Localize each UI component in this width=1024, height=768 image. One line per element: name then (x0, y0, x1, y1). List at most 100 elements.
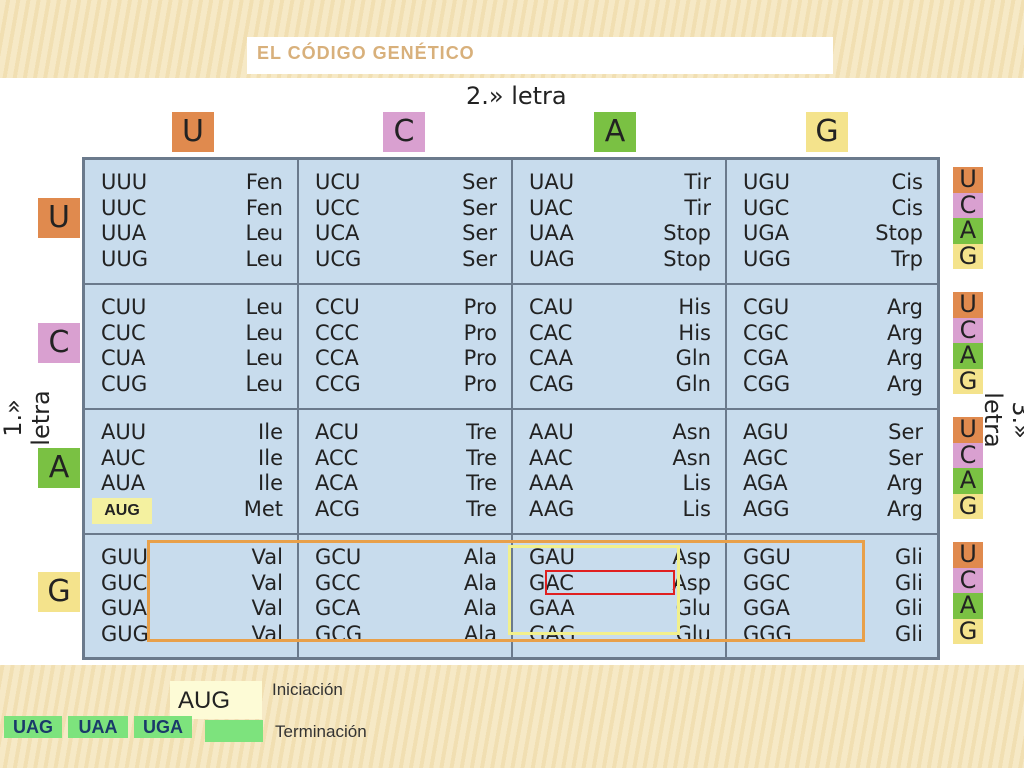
codon-row: UUC Fen (101, 196, 283, 222)
col-header-g: G (806, 112, 848, 152)
codon: ACU (315, 420, 360, 444)
amino-acid: Lis (682, 471, 711, 495)
ga-cell-highlight (508, 545, 680, 635)
amino-acid: Tre (466, 471, 497, 495)
codon: CAG (529, 371, 574, 396)
third-g: G (953, 618, 983, 644)
codon: UGU (743, 170, 791, 194)
codon-cell: GGU Gli GGC Gli GGA Gli GGG Gli (727, 535, 937, 657)
codon: AAA (529, 471, 574, 495)
codon-row: CCC Pro (315, 321, 497, 347)
amino-acid: Stop (663, 221, 711, 245)
codon-cell: CGU Arg CGC Arg CGA Arg CGG Arg (727, 285, 937, 410)
amino-acid: Ile (258, 445, 283, 470)
amino-acid: Arg (887, 295, 923, 319)
amino-acid: Gln (675, 346, 711, 370)
amino-acid: Cis (891, 170, 923, 194)
amino-acid: Arg (887, 371, 923, 396)
codon: GAA (529, 596, 575, 620)
codon-row: UUG Leu (101, 247, 283, 273)
codon: CUC (101, 320, 146, 345)
amino-acid: Asn (672, 420, 711, 444)
codon: CCC (315, 320, 359, 345)
codon: UAU (529, 170, 575, 194)
codon-row: CGA Arg (743, 346, 923, 372)
codon-row: AGC Ser (743, 446, 923, 472)
stop-codon-uaa: UAA (68, 716, 128, 738)
amino-acid: Pro (463, 346, 497, 370)
amino-acid: Arg (887, 320, 923, 345)
amino-acid: Stop (663, 246, 711, 271)
stop-codon-uag: UAG (4, 716, 62, 738)
amino-acid: Ala (463, 545, 497, 569)
third-u: U (953, 541, 983, 568)
codon: CAC (529, 320, 573, 345)
codon-row: AAG Lis (529, 497, 711, 523)
amino-acid: Ile (258, 471, 283, 495)
codon-row: CUA Leu (101, 346, 283, 372)
codon: AGU (743, 420, 789, 444)
third-u: U (953, 291, 983, 318)
amino-acid: His (678, 320, 711, 345)
codon: AUC (101, 445, 146, 470)
codon-row: UAG Stop (529, 247, 711, 273)
codon-cell: UCU Ser UCC Ser UCA Ser UCG Ser (299, 160, 513, 285)
col-header-a: A (594, 112, 636, 152)
codon: GGU (743, 545, 791, 569)
codon: UCA (315, 221, 360, 245)
codon-row: GGA Gli (743, 596, 923, 622)
amino-acid: Tre (466, 445, 497, 470)
codon: UCG (315, 246, 362, 271)
codon-row: AUU Ile (101, 420, 283, 446)
third-letter-stack: U C A G (953, 291, 983, 394)
codon-row: ACC Tre (315, 446, 497, 472)
codon-cell: UGU Cis UGC Cis UGA Stop UGG Trp (727, 160, 937, 285)
codon-row: UCC Ser (315, 196, 497, 222)
codon: UGG (743, 246, 791, 271)
codon-row: GGC Gli (743, 571, 923, 597)
amino-acid: Glu (675, 596, 711, 620)
amino-acid: Pro (463, 371, 497, 396)
third-g: G (953, 368, 983, 394)
codon-row: CCA Pro (315, 346, 497, 372)
third-c: C (953, 442, 983, 468)
codon: GAC (529, 570, 574, 595)
codon-row: UUU Fen (101, 170, 283, 196)
codon: GCC (315, 570, 361, 595)
first-letter-label: 1.» letra (0, 390, 55, 446)
amino-acid: Tre (466, 420, 497, 444)
codon-row: AGA Arg (743, 471, 923, 497)
codon: AGC (743, 445, 788, 470)
codon-row: GGU Gli (743, 545, 923, 571)
amino-acid: Leu (245, 371, 283, 396)
codon-row: GUC Val (101, 571, 283, 597)
codon: UAA (529, 221, 574, 245)
codon: CGA (743, 346, 789, 370)
codon: AUA (101, 471, 146, 495)
codon-cell: CUU Leu CUC Leu CUA Leu CUG Leu (85, 285, 299, 410)
amino-acid: Gln (675, 371, 711, 396)
codon: UAC (529, 195, 574, 220)
amino-acid: Val (251, 596, 283, 620)
amino-acid: Gli (895, 596, 923, 620)
codon-row: UGA Stop (743, 221, 923, 247)
codon-cell: AUU Ile AUC Ile AUA Ile Met (85, 410, 299, 535)
amino-acid: Leu (245, 246, 283, 271)
codon-row: UGG Trp (743, 247, 923, 273)
amino-acid: Val (251, 545, 283, 569)
codon: GCU (315, 545, 362, 569)
codon: GUC (101, 570, 148, 595)
amino-acid: Fen (245, 195, 283, 220)
third-letter-stack: U C A G (953, 166, 983, 269)
col-header-c: C (383, 112, 425, 152)
row-header-u: U (38, 198, 80, 238)
codon: UUU (101, 170, 148, 194)
amino-acid: Arg (887, 496, 923, 521)
amino-acid: Ser (888, 445, 923, 470)
codon-cell: GUU Val GUC Val GUA Val GUG Val (85, 535, 299, 657)
codon-row: UUA Leu (101, 221, 283, 247)
codon-row: AGG Arg (743, 497, 923, 523)
amino-acid: Ser (462, 195, 497, 220)
codon: AGA (743, 471, 788, 495)
codon-row: CUG Leu (101, 372, 283, 398)
